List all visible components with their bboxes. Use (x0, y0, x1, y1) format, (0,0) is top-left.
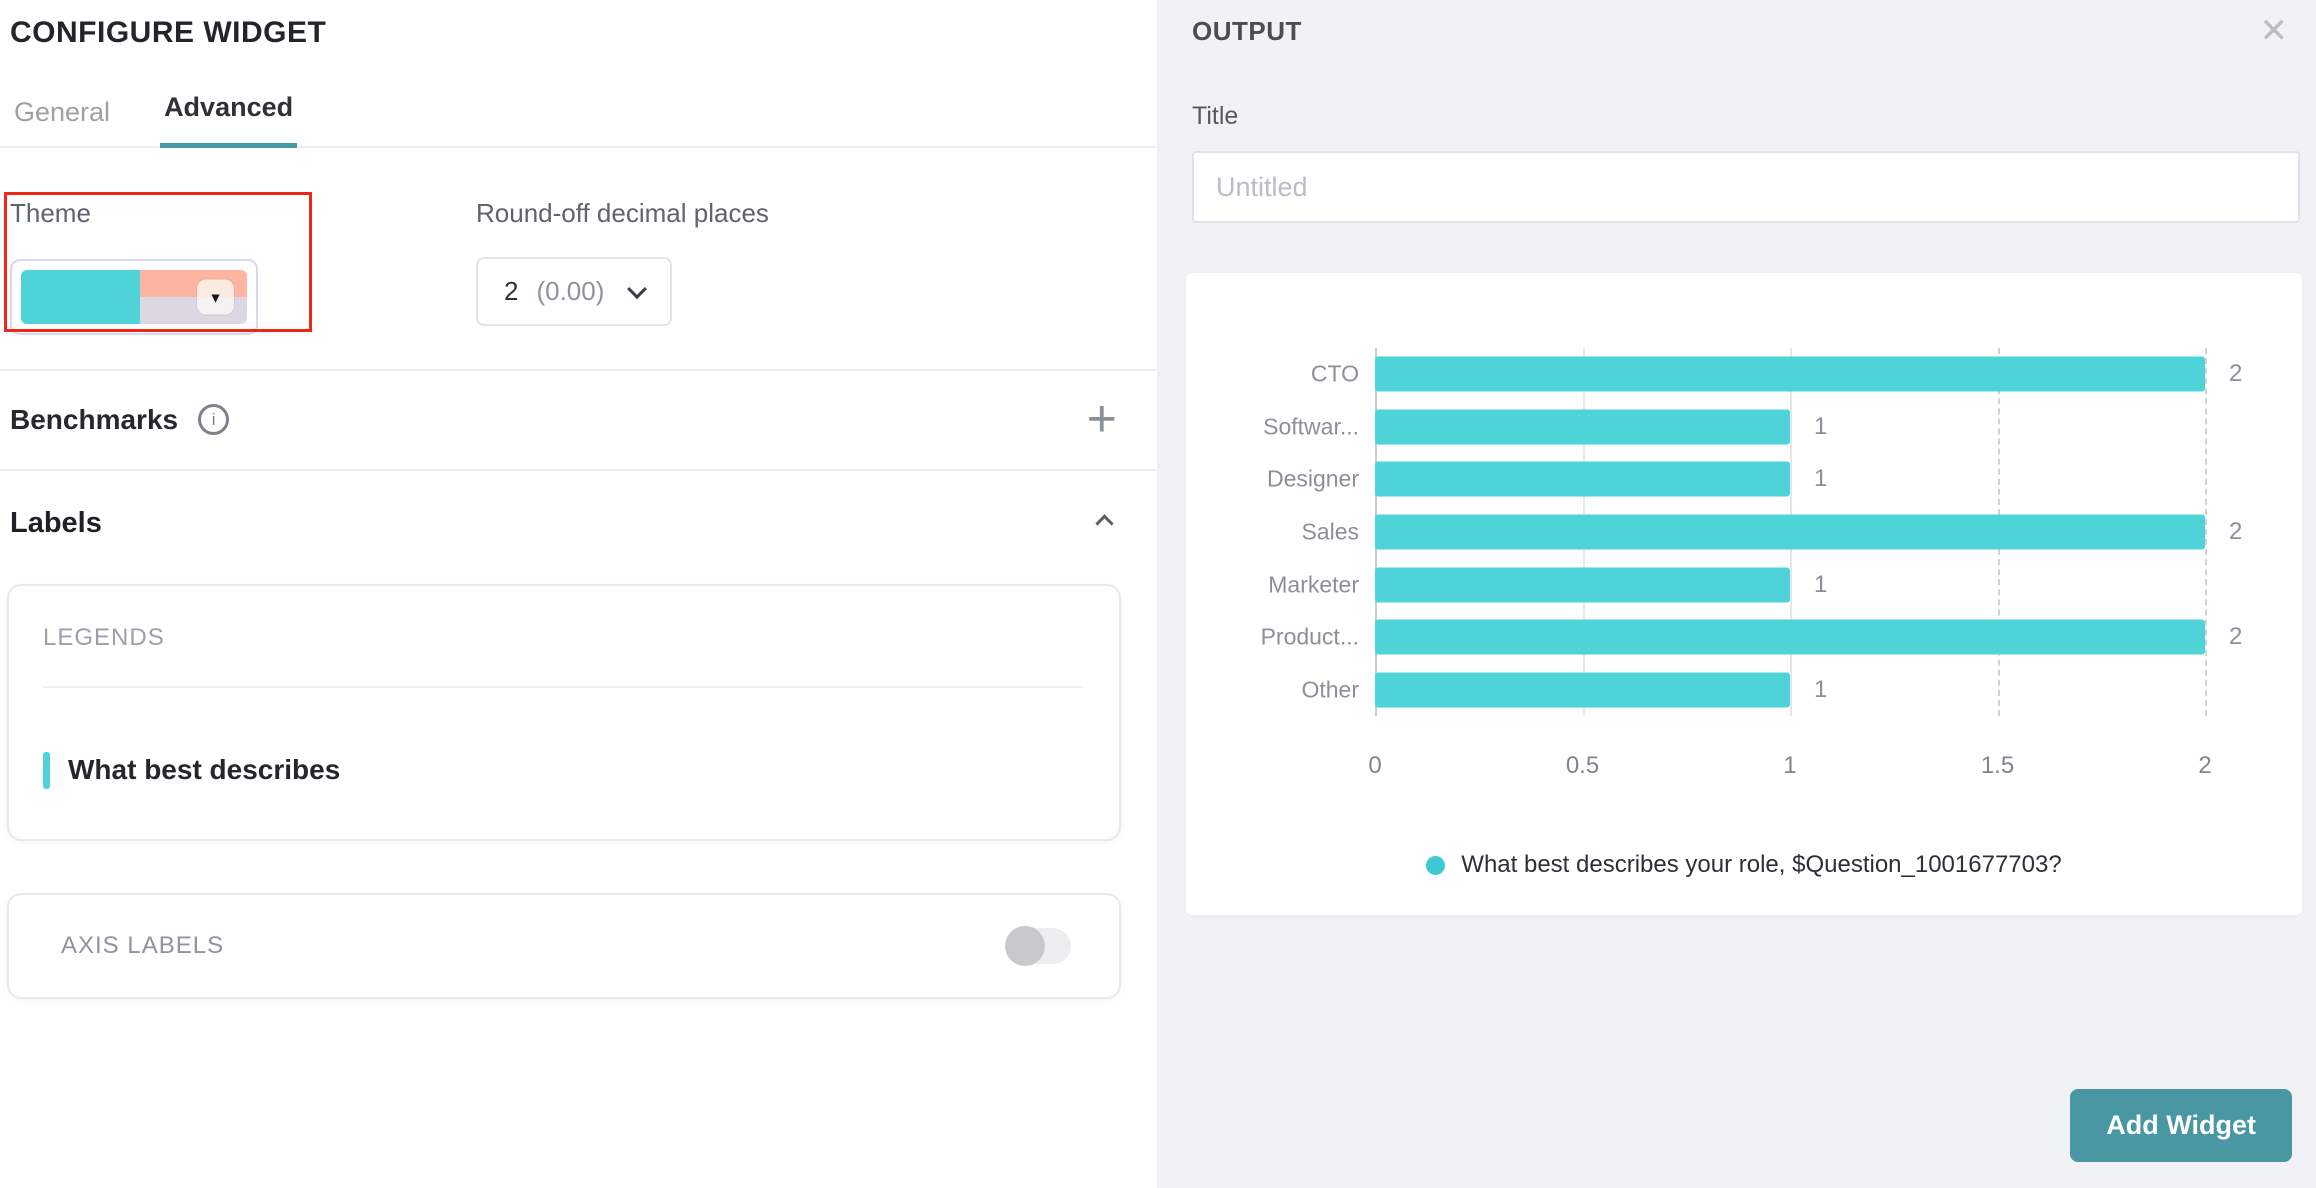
caret-down-icon: ▼ (208, 289, 223, 305)
theme-label: Theme (10, 198, 91, 228)
legends-heading: LEGENDS (43, 623, 165, 651)
category-label: Sales (1301, 518, 1359, 545)
category-label: Designer (1266, 465, 1359, 492)
x-axis-tick-label: 1.5 (1980, 752, 2015, 779)
bar-value-label: 1 (1814, 570, 1828, 598)
add-widget-button[interactable]: Add Widget (2070, 1089, 2292, 1162)
widget-title-input[interactable] (1192, 151, 2300, 223)
legends-card: LEGENDS What best describes (7, 583, 1121, 841)
chart-plot: 0 0.5 1 1.5 2 CTO 2 Softwar... 1 Designer 1 Sales 2 M… (1261, 348, 2242, 779)
bar[interactable] (1375, 514, 2205, 550)
divider (0, 468, 1157, 471)
tab-bar: General Advanced (10, 92, 1123, 148)
category-label: CTO (1310, 360, 1359, 387)
legend-list-item[interactable]: What best describes (43, 751, 1083, 789)
divider (43, 685, 1083, 688)
chart-preview-card: 0 0.5 1 1.5 2 CTO 2 Softwar... 1 Designer 1 Sales 2 M… (1186, 273, 2302, 915)
roundoff-label: Round-off decimal places (476, 198, 769, 228)
bar-value-label: 2 (2229, 517, 2243, 545)
axis-labels-toggle[interactable] (1005, 925, 1071, 966)
axis-labels-heading: AXIS LABELS (61, 931, 225, 959)
tab-advanced[interactable]: Advanced (160, 92, 298, 148)
bar-value-label: 1 (1814, 412, 1828, 440)
widget-title-label: Title (1192, 102, 1239, 130)
bar[interactable] (1375, 619, 2205, 655)
theme-picker[interactable]: ▼ (10, 259, 258, 335)
legend-dot-icon (1426, 855, 1446, 875)
category-label: Softwar... (1263, 413, 1359, 440)
divider (0, 146, 1157, 148)
chart-row: Marketer 1 (1268, 558, 2205, 611)
configure-widget-panel: CONFIGURE WIDGET General Advanced Theme (0, 0, 1157, 1188)
chart-row: Designer 1 (1267, 453, 2205, 506)
bar-value-label: 2 (2229, 623, 2243, 651)
roundoff-hint: (0.00) (536, 276, 605, 306)
gridline (2205, 348, 2207, 716)
collapse-chevron-up-icon[interactable] (1095, 513, 1114, 533)
close-icon[interactable]: ✕ (2259, 12, 2289, 50)
bar[interactable] (1375, 567, 1790, 603)
tab-general[interactable]: General (14, 97, 111, 127)
legend-color-bar (43, 751, 50, 789)
bar-value-label: 1 (1814, 675, 1828, 703)
toggle-knob (1005, 925, 1045, 966)
add-benchmark-button[interactable]: + (1086, 390, 1117, 448)
category-label: Other (1301, 676, 1359, 703)
chart-legend: What best describes your role, $Question… (1186, 851, 2302, 879)
labels-title: Labels (10, 506, 102, 539)
page-title: CONFIGURE WIDGET (10, 16, 327, 49)
bar[interactable] (1375, 461, 1790, 497)
chart-row: Other 1 (1301, 663, 2205, 716)
chevron-down-icon (627, 278, 648, 299)
benchmarks-section: Benchmarks i + (10, 371, 1123, 469)
bar[interactable] (1375, 672, 1790, 708)
output-title: OUTPUT (1192, 16, 1302, 46)
chart-row: Softwar... 1 (1263, 401, 2205, 454)
bar[interactable] (1375, 409, 1790, 445)
category-label: Marketer (1268, 571, 1359, 598)
output-panel: OUTPUT ✕ Title 00.511.52CTO2Softwar...1D… (1157, 0, 2316, 1188)
x-axis-tick-label: 0 (1368, 752, 1382, 779)
roundoff-value: 2 (504, 276, 519, 306)
x-axis-tick-label: 0.5 (1565, 752, 1600, 779)
info-icon[interactable]: i (198, 404, 230, 436)
legend-item-label: What best describes (68, 754, 341, 786)
bar[interactable] (1375, 356, 2205, 392)
theme-color-primary (21, 270, 140, 324)
x-axis-tick-label: 1 (1783, 752, 1797, 779)
labels-section-header: Labels (10, 507, 1123, 540)
axis-labels-card: AXIS LABELS (7, 892, 1121, 999)
bar-value-label: 1 (1814, 465, 1828, 493)
benchmarks-title: Benchmarks (10, 403, 179, 435)
chart-legend-label: What best describes your role, $Question… (1461, 851, 2062, 878)
chart-row: Sales 2 (1301, 506, 2242, 559)
chart-row: CTO 2 (1311, 348, 2242, 401)
theme-dropdown-button[interactable]: ▼ (197, 279, 234, 315)
category-label: Product... (1260, 623, 1359, 650)
x-axis-tick-label: 2 (2198, 752, 2212, 779)
divider (0, 369, 1157, 371)
bar-value-label: 2 (2229, 360, 2243, 388)
roundoff-dropdown[interactable]: 2 (0.00) (476, 257, 673, 326)
chart-row: Product... 2 (1261, 611, 2242, 664)
